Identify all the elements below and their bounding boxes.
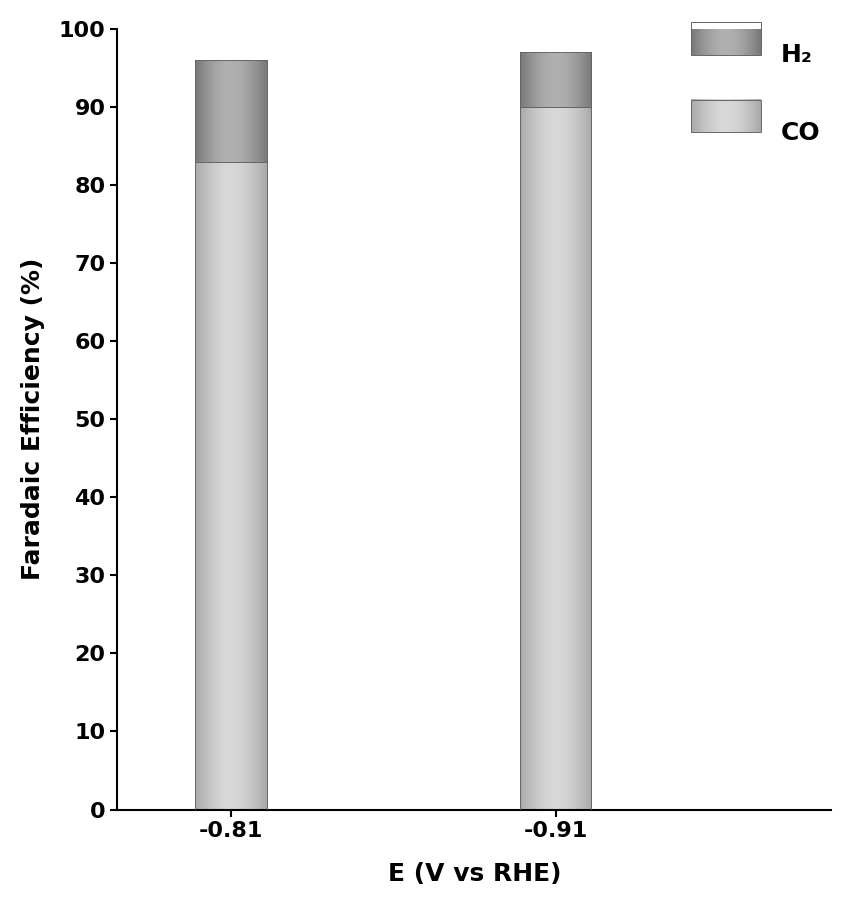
Y-axis label: Faradaic Efficiency (%): Faradaic Efficiency (%) [20,258,45,580]
Bar [195,161,267,810]
Legend: H₂, CO: H₂, CO [678,25,832,160]
Bar [519,107,590,810]
Bar [519,53,590,107]
Bar [195,60,267,161]
X-axis label: E (V vs RHE): E (V vs RHE) [387,863,561,886]
